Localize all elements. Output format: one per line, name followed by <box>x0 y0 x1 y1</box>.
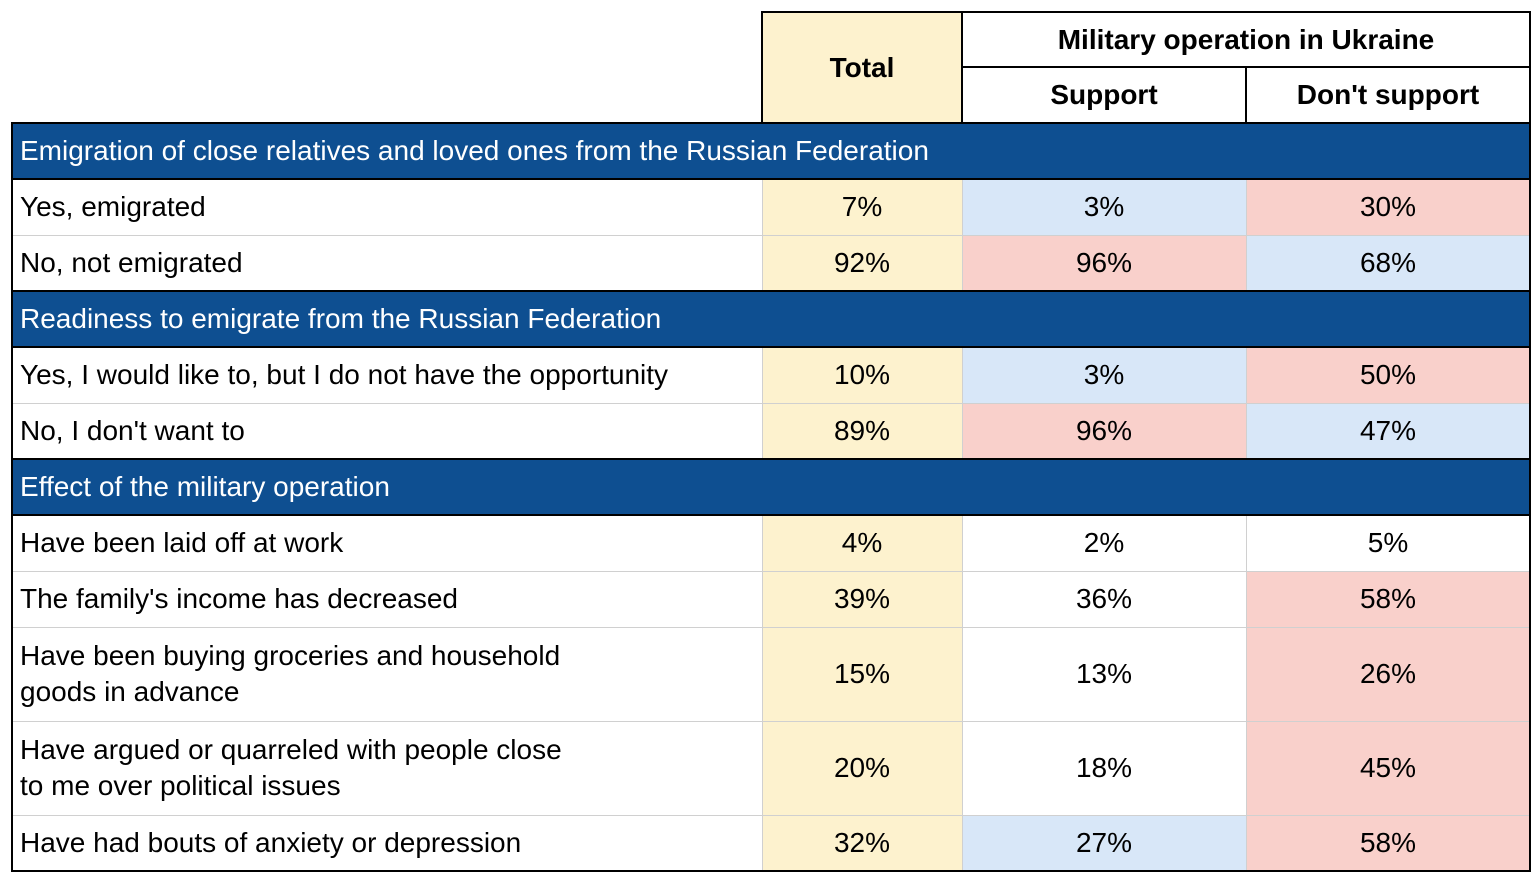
column-separator <box>762 347 763 459</box>
value-cell: 36% <box>962 571 1246 627</box>
header-dont-support: Don't support <box>1296 79 1480 110</box>
section-border-bottom <box>12 346 1530 348</box>
column-separator <box>1246 179 1247 291</box>
row-label: Yes, emigrated <box>12 179 762 235</box>
row-label: No, not emigrated <box>12 235 762 291</box>
header-border-group <box>962 66 1530 68</box>
row-label: The family's income has decreased <box>12 571 762 627</box>
row-label: Have been buying groceries and household… <box>12 627 762 721</box>
row-label: Have argued or quarreled with people clo… <box>12 721 762 815</box>
value-cell: 20% <box>762 721 962 815</box>
value-cell: 13% <box>962 627 1246 721</box>
table-border-bottom <box>11 870 1531 872</box>
column-separator <box>762 179 763 291</box>
row-label: Have had bouts of anxiety or depression <box>12 815 762 871</box>
row-label: Have been laid off at work <box>12 515 762 571</box>
value-cell: 89% <box>762 403 962 459</box>
row-separator <box>12 721 1530 722</box>
value-cell: 3% <box>962 179 1246 235</box>
value-cell: 68% <box>1246 235 1530 291</box>
column-separator <box>1246 347 1247 459</box>
section-border-bottom <box>12 514 1530 516</box>
row-label: Yes, I would like to, but I do not have … <box>12 347 762 403</box>
section-header: Emigration of close relatives and loved … <box>12 123 1530 179</box>
section-header: Effect of the military operation <box>12 459 1530 515</box>
column-separator <box>962 515 963 871</box>
header-support: Support <box>1050 79 1158 110</box>
value-cell: 10% <box>762 347 962 403</box>
value-cell: 26% <box>1246 627 1530 721</box>
header-border-sub <box>1245 66 1247 123</box>
value-cell: 39% <box>762 571 962 627</box>
column-separator <box>762 515 763 871</box>
row-separator <box>12 235 1530 236</box>
header-border-right <box>1529 11 1531 123</box>
value-cell: 30% <box>1246 179 1530 235</box>
value-cell: 15% <box>762 627 962 721</box>
value-cell: 18% <box>962 721 1246 815</box>
section-border-bottom <box>12 178 1530 180</box>
header-border-left <box>761 11 763 123</box>
row-label: No, I don't want to <box>12 403 762 459</box>
value-cell: 32% <box>762 815 962 871</box>
section-border-top <box>12 458 1530 460</box>
table-border-right <box>1529 122 1531 871</box>
value-cell: 58% <box>1246 571 1530 627</box>
value-cell: 96% <box>962 403 1246 459</box>
header-border-top <box>762 11 1530 13</box>
value-cell: 50% <box>1246 347 1530 403</box>
value-cell: 58% <box>1246 815 1530 871</box>
value-cell: 45% <box>1246 721 1530 815</box>
value-cell: 27% <box>962 815 1246 871</box>
section-border-top <box>12 122 1530 124</box>
value-cell: 96% <box>962 235 1246 291</box>
table-border-left <box>11 122 13 871</box>
section-border-top <box>12 290 1530 292</box>
value-cell: 7% <box>762 179 962 235</box>
value-cell: 47% <box>1246 403 1530 459</box>
header-group: Military operation in Ukraine <box>1057 23 1435 55</box>
value-cell: 4% <box>762 515 962 571</box>
column-separator <box>962 179 963 291</box>
column-separator <box>1246 515 1247 871</box>
header-total: Total <box>762 12 962 123</box>
row-separator <box>12 627 1530 628</box>
column-separator <box>962 347 963 459</box>
row-separator <box>12 403 1530 404</box>
value-cell: 5% <box>1246 515 1530 571</box>
value-cell: 92% <box>762 235 962 291</box>
value-cell: 2% <box>962 515 1246 571</box>
row-separator <box>12 815 1530 816</box>
row-separator <box>12 571 1530 572</box>
value-cell: 3% <box>962 347 1246 403</box>
section-header: Readiness to emigrate from the Russian F… <box>12 291 1530 347</box>
